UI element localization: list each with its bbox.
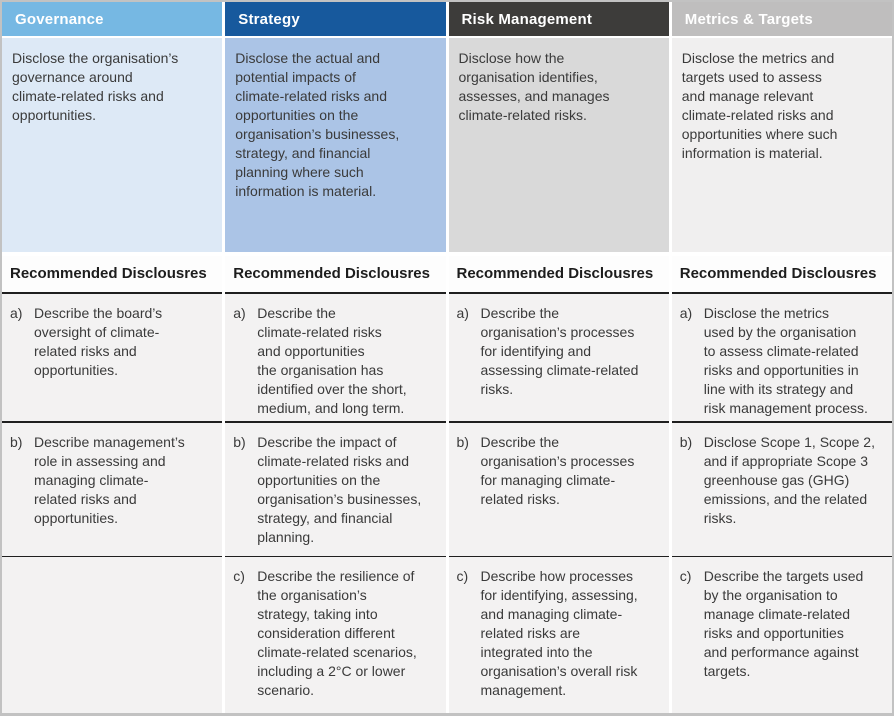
disclosure-item-strategy-c: c) Describe the resilience of the organi… [225,556,446,713]
disclosure-item-metrics-targets-c: c) Describe the targets used by the orga… [671,556,892,713]
disclosure-item-risk-management-c: c) Describe how processes for identifyin… [448,556,669,713]
disclosure-item-risk-management-b: b) Describe the organisation’s processes… [448,421,669,556]
item-text: Describe the climate-related risks and o… [257,305,407,416]
disclosure-item-governance-c-empty [2,556,223,713]
recommended-disclosures-heading-risk-management: Recommended Disclousres [448,256,669,292]
recommended-disclosures-heading-metrics-targets: Recommended Disclousres [671,256,892,292]
item-label: c) [679,568,692,584]
item-label: a) [233,305,246,321]
column-header-risk-management: Risk Management [448,2,669,38]
disclosure-item-strategy-a: a) Describe the climate-related risks an… [225,292,446,421]
column-header-governance: Governance [2,2,223,38]
recommended-disclosures-heading-governance: Recommended Disclousres [2,256,223,292]
column-description-governance: Disclose the organisation’s governance a… [2,38,223,256]
item-text: Describe management’s role in assessing … [34,434,185,526]
item-label: b) [679,434,693,450]
disclosure-item-strategy-b: b) Describe the impact of climate-relate… [225,421,446,556]
item-text: Describe the targets used by the organis… [703,568,864,679]
column-header-metrics-targets: Metrics & Targets [671,2,892,38]
recommended-disclosures-heading-strategy: Recommended Disclousres [225,256,446,292]
item-text: Describe the resilience of the organisat… [257,568,417,698]
item-label: a) [10,305,23,321]
disclosure-item-risk-management-a: a) Describe the organisation’s processes… [448,292,669,421]
disclosure-item-governance-a: a) Describe the board’s oversight of cli… [2,292,223,421]
item-text: Describe the organisation’s processes fo… [480,434,635,507]
item-text: Describe the board’s oversight of climat… [34,305,163,378]
item-label: a) [679,305,693,321]
item-label: b) [10,434,23,450]
item-text: Describe the organisation’s processes fo… [480,305,639,397]
disclosure-item-metrics-targets-a: a) Disclose the metrics used by the orga… [671,292,892,421]
item-text: Disclose the metrics used by the organis… [703,305,868,416]
item-label: b) [456,434,469,450]
item-label: a) [456,305,469,321]
item-label: c) [233,568,245,584]
disclosure-item-metrics-targets-b: b) Disclose Scope 1, Scope 2, and if app… [671,421,892,556]
column-description-risk-management: Disclose how the organisation identifies… [448,38,669,256]
column-description-strategy: Disclose the actual and potential impact… [225,38,446,256]
item-label: c) [456,568,469,584]
column-header-strategy: Strategy [225,2,446,38]
column-description-metrics-targets: Disclose the metrics and targets used to… [671,38,892,256]
item-text: Disclose Scope 1, Scope 2, and if approp… [703,434,875,526]
item-label: b) [233,434,246,450]
disclosure-item-governance-b: b) Describe management’s role in assessi… [2,421,223,556]
item-text: Describe the impact of climate-related r… [257,434,422,545]
item-text: Describe how processes for identifying, … [480,568,638,698]
